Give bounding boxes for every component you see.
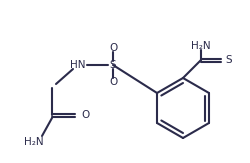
Text: S: S [110, 60, 116, 70]
Text: H₂N: H₂N [24, 137, 44, 147]
Text: O: O [109, 77, 117, 87]
Text: H₂N: H₂N [191, 41, 211, 51]
Text: O: O [109, 43, 117, 53]
Text: O: O [81, 110, 89, 120]
Text: HN: HN [70, 60, 86, 70]
Text: S: S [225, 55, 232, 65]
